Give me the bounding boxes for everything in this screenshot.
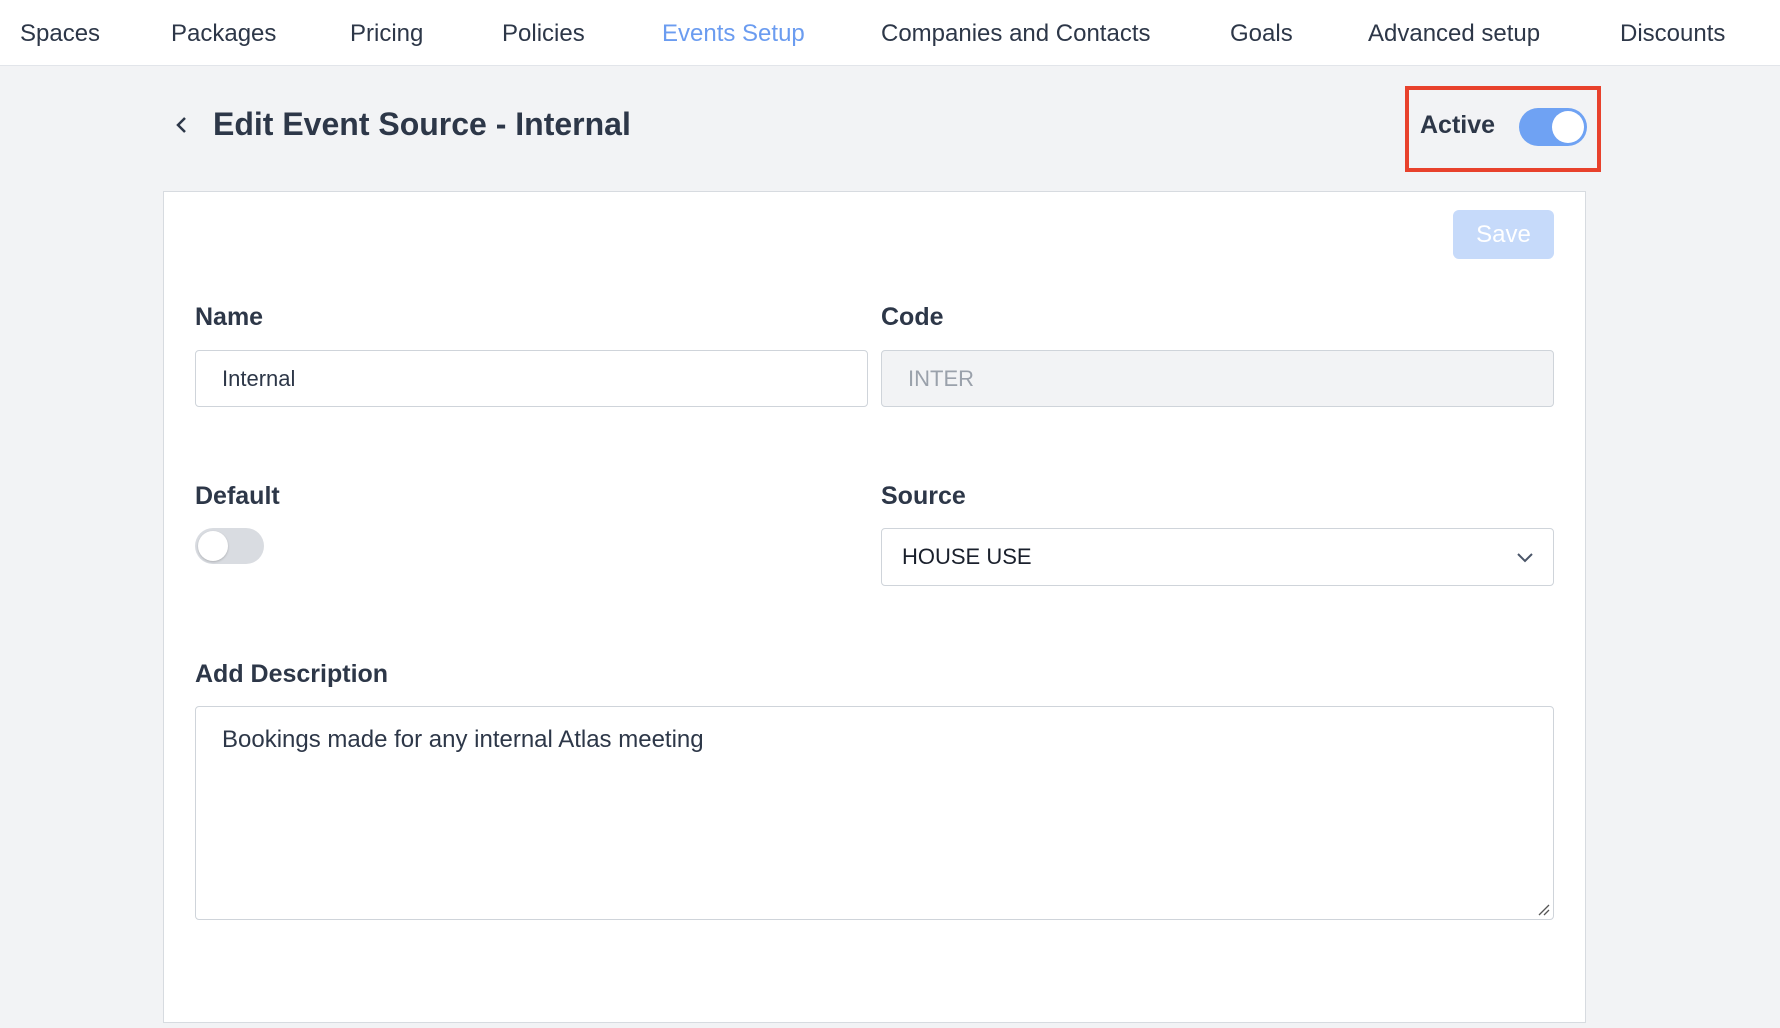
tab-goals[interactable]: Goals <box>1230 20 1293 47</box>
tab-discounts[interactable]: Discounts <box>1620 20 1726 47</box>
description-text: Bookings made for any internal Atlas mee… <box>222 726 704 753</box>
tab-advanced-setup[interactable]: Advanced setup <box>1368 20 1541 47</box>
save-button[interactable]: Save <box>1453 210 1554 259</box>
active-toggle[interactable] <box>1519 108 1587 146</box>
source-label: Source <box>881 482 966 510</box>
code-label: Code <box>881 303 944 331</box>
back-chevron-icon[interactable] <box>170 110 192 140</box>
page-title: Edit Event Source - Internal <box>213 106 631 142</box>
highlight-box <box>1405 86 1601 172</box>
tab-pricing[interactable]: Pricing <box>350 20 424 47</box>
resize-handle-icon[interactable] <box>1536 902 1550 916</box>
tab-companies-contacts[interactable]: Companies and Contacts <box>881 20 1151 47</box>
code-input: INTER <box>881 350 1554 407</box>
active-label: Active <box>1420 111 1496 139</box>
tab-packages[interactable]: Packages <box>171 20 277 47</box>
source-value: HOUSE USE <box>902 544 1032 569</box>
name-input[interactable]: Internal <box>195 350 868 407</box>
chevron-down-icon <box>1517 553 1533 563</box>
description-textarea[interactable]: Bookings made for any internal Atlas mee… <box>195 706 1554 920</box>
source-select[interactable]: HOUSE USE <box>881 528 1554 586</box>
name-label: Name <box>195 303 264 331</box>
form-card <box>163 191 1586 1023</box>
top-nav: Spaces Packages Pricing Policies Events … <box>0 0 1780 66</box>
tab-policies[interactable]: Policies <box>502 20 585 47</box>
tab-events-setup[interactable]: Events Setup <box>662 20 805 47</box>
tab-spaces[interactable]: Spaces <box>20 20 101 47</box>
default-label: Default <box>195 482 280 510</box>
description-label: Add Description <box>195 660 389 688</box>
default-toggle[interactable] <box>195 528 264 564</box>
